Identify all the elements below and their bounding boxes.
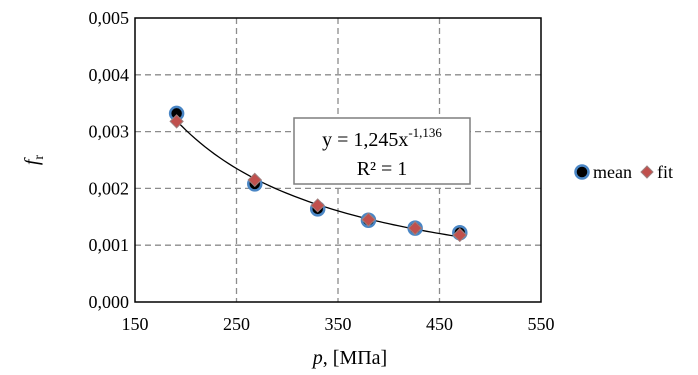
- legend-fit-label: fit: [657, 162, 673, 182]
- legend-mean-marker: [574, 164, 590, 180]
- y-tick-label: 0,005: [89, 8, 130, 28]
- r-squared-label: R² = 1: [357, 158, 408, 180]
- x-tick-label: 150: [122, 314, 149, 334]
- fit-point: [407, 220, 423, 236]
- y-tick-label: 0,002: [89, 178, 130, 198]
- equation-box-frame: [293, 117, 471, 185]
- equation-exponent: -1,136: [408, 125, 442, 140]
- fit-point: [310, 198, 325, 213]
- fit-point: [169, 114, 184, 129]
- equation-label: y = 1,245x-1,136: [322, 125, 442, 151]
- fit-point: [361, 212, 376, 227]
- x-tick-label: 450: [426, 314, 453, 334]
- equation-box: y = 1,245x-1,136 R² = 1: [293, 117, 471, 185]
- data-marks: [168, 105, 468, 243]
- y-tick-label: 0,004: [89, 65, 130, 85]
- y-tick-label: 0,001: [89, 235, 130, 255]
- y-tick-label: 0,000: [89, 292, 130, 312]
- legend-mean-label: mean: [593, 162, 632, 182]
- legend: mean fit: [574, 162, 673, 182]
- x-tick-label: 350: [325, 314, 352, 334]
- plot-frame: [134, 17, 542, 303]
- y-axis-label-main: f: [21, 157, 43, 165]
- x-tick-label: 250: [223, 314, 250, 334]
- x-tick-labels: 150 250 350 450 550: [122, 314, 555, 334]
- y-tick-label: 0,003: [89, 122, 130, 142]
- y-tick-labels: 0,000 0,001 0,002 0,003 0,004 0,005: [89, 8, 130, 312]
- equation-text: y = 1,245x: [322, 129, 408, 151]
- legend-fit-marker: [640, 165, 654, 179]
- fit-point: [247, 172, 262, 188]
- y-axis-label-sub: r: [32, 155, 47, 160]
- x-axis-label-unit: , [МПа]: [323, 347, 387, 369]
- x-tick-label: 550: [528, 314, 555, 334]
- y-axis-label: fr: [21, 155, 47, 166]
- fit-point: [452, 227, 468, 243]
- x-axis-label: p, [МПа]: [311, 347, 387, 369]
- x-axis-label-var: p: [311, 347, 323, 369]
